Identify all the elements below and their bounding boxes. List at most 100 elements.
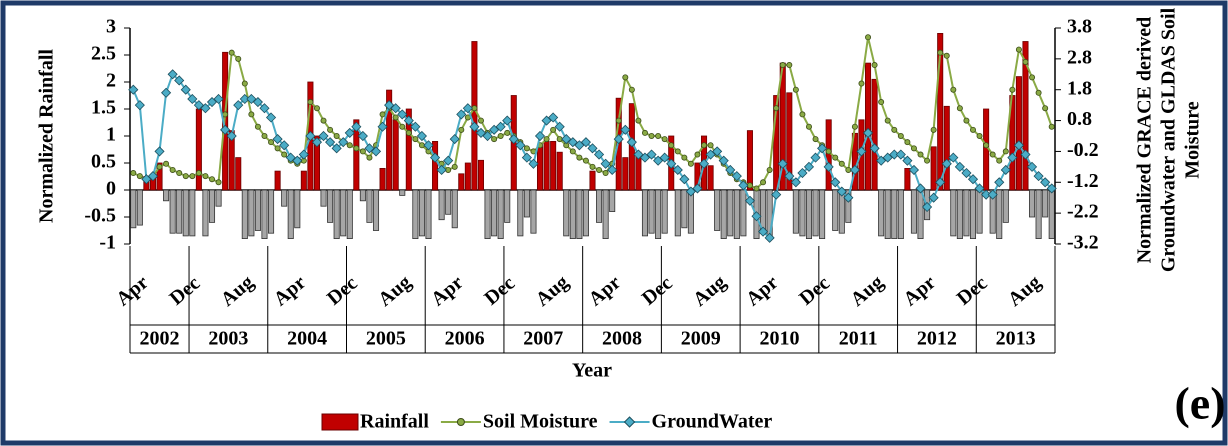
marker: [268, 139, 275, 146]
marker: [187, 93, 198, 105]
bar: [287, 189, 294, 239]
marker: [602, 170, 609, 177]
bar: [917, 189, 924, 239]
marker: [904, 139, 911, 146]
marker: [1007, 152, 1018, 163]
marker: [910, 145, 917, 152]
marker: [456, 109, 467, 120]
marker: [655, 132, 662, 139]
bar: [792, 189, 799, 234]
bar: [832, 189, 839, 231]
marker: [1020, 149, 1031, 160]
marker: [495, 121, 506, 132]
marker: [580, 137, 592, 148]
marker: [659, 152, 670, 163]
marker: [812, 136, 819, 143]
marker: [254, 123, 261, 130]
bar: [891, 189, 898, 239]
marker: [554, 121, 565, 132]
marker: [924, 157, 931, 164]
bar: [268, 189, 275, 234]
bar: [451, 189, 458, 229]
bar: [333, 189, 340, 239]
bar: [950, 189, 957, 237]
year-label: 2006: [445, 328, 485, 350]
marker: [961, 167, 972, 179]
bar: [910, 189, 917, 234]
marker: [298, 149, 309, 160]
marker: [462, 103, 473, 114]
bar: [523, 189, 530, 218]
marker: [147, 171, 159, 182]
marker: [307, 99, 314, 106]
y-tick-label: 0: [106, 178, 116, 200]
annotation: (e): [1174, 378, 1225, 429]
marker: [956, 105, 963, 112]
marker: [523, 145, 530, 152]
marker: [1033, 171, 1044, 182]
marker: [174, 75, 185, 86]
bar: [530, 189, 537, 234]
marker: [784, 171, 795, 182]
marker: [176, 170, 183, 177]
marker: [862, 127, 874, 138]
bar: [248, 189, 255, 237]
legend-swatch: [321, 413, 359, 431]
bar: [740, 189, 747, 237]
year-label: 2012: [917, 328, 957, 350]
marker: [941, 158, 952, 169]
bar: [727, 189, 734, 237]
marker: [423, 140, 434, 151]
bar: [504, 189, 511, 223]
bar: [963, 189, 970, 237]
marker: [180, 84, 191, 95]
marker: [983, 142, 990, 149]
year-label: 2013: [996, 328, 1036, 350]
marker: [587, 143, 598, 154]
y-axis-label: Normalized Rainfall: [36, 49, 58, 223]
marker: [725, 164, 736, 176]
marker: [661, 136, 668, 143]
marker: [261, 132, 268, 139]
marker: [543, 136, 550, 143]
marker: [377, 121, 388, 132]
marker: [858, 80, 865, 87]
marker: [641, 129, 648, 136]
x-axis-label: Year: [572, 360, 612, 382]
marker: [685, 186, 696, 197]
bar: [956, 189, 963, 239]
marker: [773, 105, 780, 112]
bar: [714, 189, 721, 231]
marker: [987, 189, 998, 200]
bar: [1002, 189, 1009, 223]
marker: [698, 158, 710, 169]
marker: [976, 132, 983, 139]
marker: [521, 152, 532, 163]
bar: [707, 165, 714, 191]
legend-item: Rainfall: [321, 411, 429, 433]
marker: [392, 114, 399, 121]
marker: [412, 136, 419, 143]
marker: [615, 117, 622, 124]
bar: [1029, 189, 1036, 218]
marker: [351, 121, 362, 132]
marker: [141, 174, 152, 185]
marker: [635, 117, 642, 124]
marker: [935, 177, 946, 188]
marker: [220, 124, 231, 135]
bar: [254, 189, 261, 231]
marker: [384, 100, 395, 111]
marker: [443, 155, 454, 166]
bar: [569, 189, 576, 239]
year-label: 2003: [208, 328, 248, 350]
legend-item: Soil Moisture: [440, 411, 598, 433]
bar: [674, 189, 681, 237]
bar: [281, 189, 288, 207]
legend-marker: [623, 416, 636, 428]
marker: [681, 154, 688, 161]
marker: [195, 170, 202, 177]
bar: [294, 189, 301, 229]
marker: [182, 173, 189, 180]
marker: [1013, 140, 1024, 151]
marker: [246, 93, 257, 105]
